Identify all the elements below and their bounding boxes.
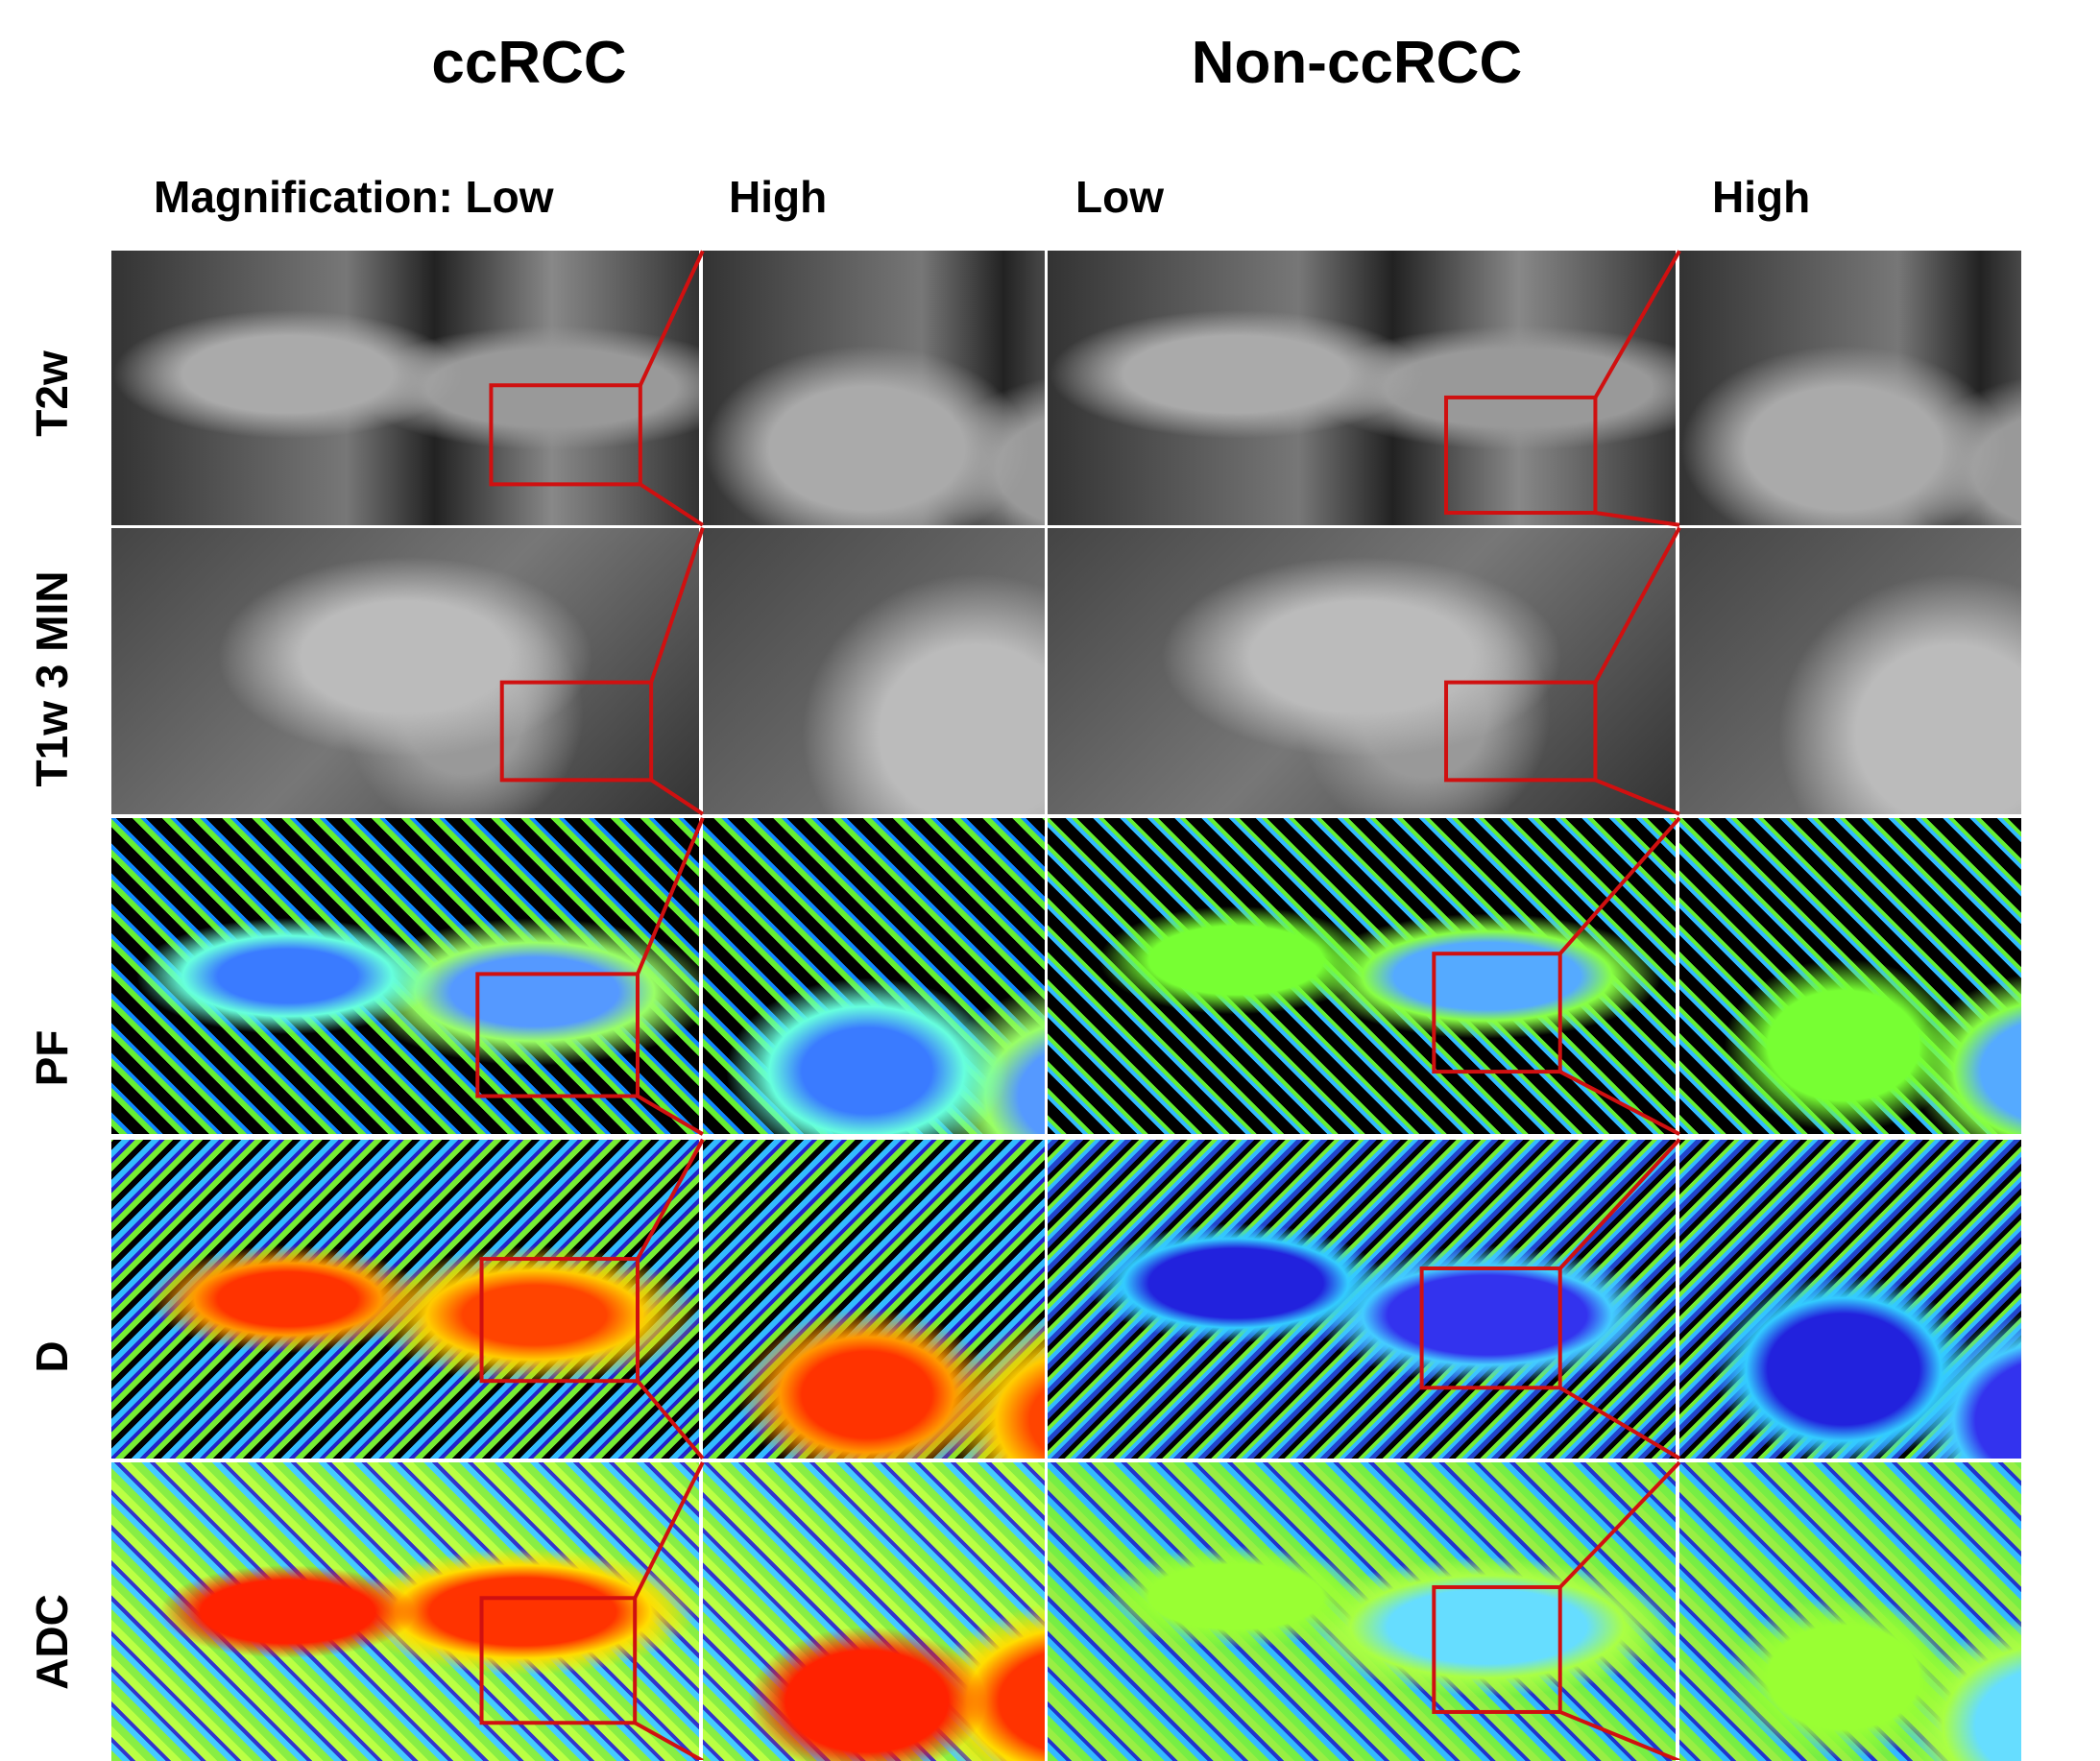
mri-image [1679, 251, 2022, 525]
zoom-line [1558, 1070, 1680, 1136]
column-label: High [1712, 172, 1811, 222]
mri-image [110, 817, 699, 1135]
zoom-line [639, 482, 704, 527]
mri-image [1047, 1139, 1676, 1459]
mri-image [702, 1461, 1045, 1761]
mri-image [110, 527, 699, 814]
mri-image [1679, 817, 2022, 1135]
mri-image [110, 1461, 699, 1761]
mri-image [702, 1139, 1045, 1459]
mri-image [702, 251, 1045, 525]
zoom-line [636, 1138, 705, 1261]
mri-image [702, 817, 1045, 1135]
mri-image [1047, 251, 1676, 525]
roi-box [1444, 395, 1598, 516]
roi-box [489, 383, 642, 487]
mri-image [1679, 527, 2022, 814]
zoom-line [1593, 250, 1681, 398]
zoom-line [1558, 1710, 1680, 1760]
mri-image [110, 1139, 699, 1459]
roi-box [1432, 952, 1562, 1074]
column-label: Low [1075, 172, 1164, 222]
group-title: Non-ccRCC [1191, 30, 1523, 96]
mri-image [1047, 817, 1676, 1135]
roi-box [475, 972, 640, 1098]
zoom-line [1558, 1386, 1681, 1460]
roi-box [479, 1596, 638, 1725]
zoom-line [636, 817, 705, 976]
roi-box [1432, 1584, 1562, 1714]
zoom-line [650, 778, 704, 816]
zoom-line [1558, 1138, 1681, 1270]
mri-image [1047, 1461, 1676, 1761]
mri-image [1047, 527, 1676, 814]
roi-box [1419, 1266, 1562, 1390]
zoom-line [1558, 1460, 1681, 1589]
zoom-line [1595, 511, 1680, 527]
zoom-line [639, 250, 705, 387]
zoom-line [1593, 526, 1681, 684]
roi-box [1444, 680, 1598, 783]
roi-box [499, 680, 654, 783]
roi-box [479, 1257, 640, 1384]
column-label: High [729, 172, 828, 222]
zoom-line [637, 1094, 704, 1136]
mri-image [702, 527, 1045, 814]
zoom-line [633, 1461, 705, 1600]
mri-image [110, 251, 699, 525]
zoom-line [636, 1379, 705, 1460]
zoom-line [1558, 816, 1681, 955]
zoom-line [1594, 778, 1680, 816]
zoom-line [649, 526, 705, 684]
group-title: ccRCC [431, 30, 627, 96]
mri-image [1679, 1461, 2022, 1761]
zoom-line [634, 1721, 704, 1760]
mri-image [1679, 1139, 2022, 1459]
column-label: Magnification: Low [154, 172, 554, 222]
